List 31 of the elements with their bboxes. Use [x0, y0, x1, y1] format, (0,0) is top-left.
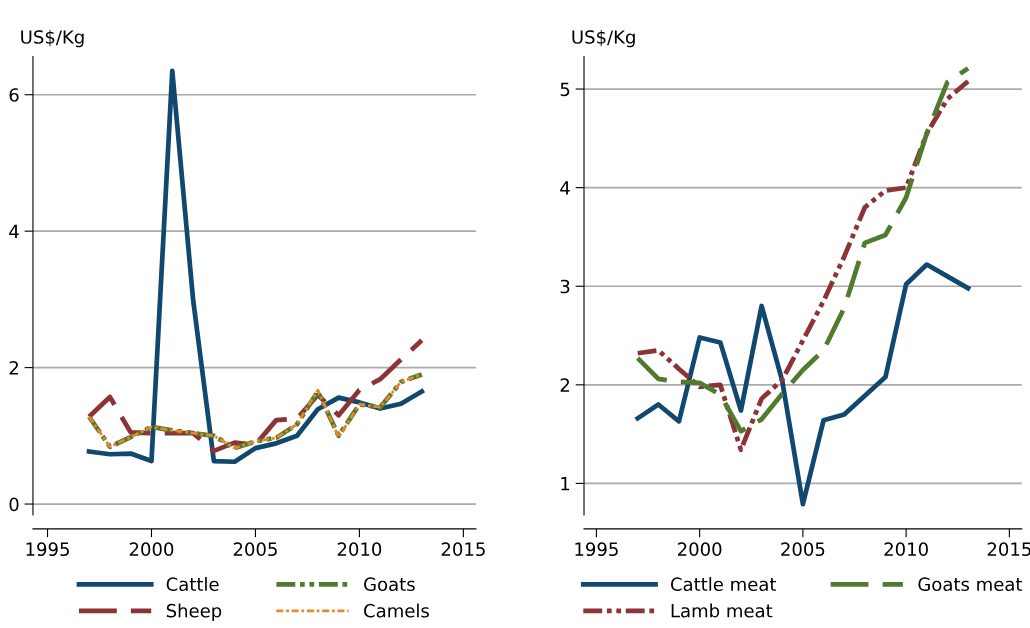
- line-series: [635, 262, 971, 507]
- line-series: [86, 68, 425, 465]
- x-tick-label: 2005: [781, 542, 825, 557]
- x-tick-label: 2015: [441, 542, 485, 557]
- y-axis-title: US$/Kg: [572, 29, 635, 48]
- y-tick-label: 3: [560, 279, 570, 294]
- x-tick-label: 2015: [987, 542, 1030, 557]
- y-tick-label: 1: [561, 477, 570, 491]
- x-tick-label: 2000: [677, 542, 722, 557]
- x-tick-label: 2010: [884, 542, 928, 557]
- legend-label: Cattle: [166, 577, 219, 592]
- line-series: [86, 337, 425, 454]
- y-tick-label: 2: [9, 361, 18, 375]
- legend-label: Cattle meat: [670, 577, 777, 592]
- y-tick-label: 0: [9, 497, 19, 512]
- y-tick-label: 5: [560, 82, 570, 97]
- y-tick-label: 2: [560, 378, 570, 392]
- y-tick-label: 4: [560, 181, 570, 195]
- x-tick-label: 1995: [26, 542, 69, 557]
- x-tick-label: 2000: [129, 542, 174, 557]
- legend-label: Lamb meat: [671, 603, 773, 618]
- y-tick-label: 6: [9, 88, 19, 102]
- legend-label: Goats meat: [918, 577, 1023, 592]
- x-tick-label: 2005: [233, 542, 277, 557]
- legend-label: Camels: [364, 603, 429, 618]
- y-tick-label: 4: [9, 224, 19, 239]
- x-tick-label: 1995: [575, 542, 618, 557]
- legend-label: Goats: [364, 577, 415, 592]
- y-axis-title: US$/Kg: [21, 29, 84, 48]
- legend-label: Sheep: [166, 603, 222, 622]
- x-tick-label: 2010: [337, 542, 382, 557]
